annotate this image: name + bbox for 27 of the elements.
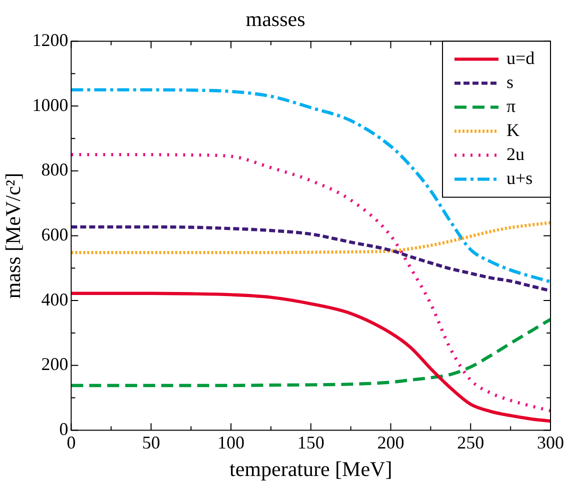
line-series xyxy=(71,221,550,254)
y-tick-label: 0 xyxy=(59,418,68,439)
y-tick-label: 800 xyxy=(41,160,68,180)
legend-label: 2u xyxy=(506,144,524,164)
line-series xyxy=(71,292,550,423)
y-tick-label: 200 xyxy=(41,354,68,374)
y-axis-title: mass [MeV/c²] xyxy=(1,172,26,299)
x-tick-label: 250 xyxy=(457,432,484,453)
line-series xyxy=(71,318,550,388)
legend-label: u=d xyxy=(506,48,535,68)
legend-label: u+s xyxy=(506,168,533,188)
x-tick-label: 150 xyxy=(297,432,324,453)
y-tick-label: 1000 xyxy=(32,94,68,115)
y-tick-label: 600 xyxy=(41,224,68,244)
legend-label: K xyxy=(506,120,520,140)
line-series xyxy=(71,88,550,284)
x-axis-title: temperature [MeV] xyxy=(230,456,392,481)
y-tick-label: 400 xyxy=(41,289,68,310)
x-tick-label: 50 xyxy=(142,432,160,453)
legend-label: s xyxy=(506,72,514,92)
line-series xyxy=(71,225,550,292)
legend-label: π xyxy=(506,96,516,116)
x-tick-label: 300 xyxy=(537,432,564,453)
x-tick-label: 100 xyxy=(217,432,244,453)
y-tick-label: 1200 xyxy=(32,30,68,50)
chart-title: masses xyxy=(246,7,306,32)
x-tick-label: 200 xyxy=(377,432,404,453)
